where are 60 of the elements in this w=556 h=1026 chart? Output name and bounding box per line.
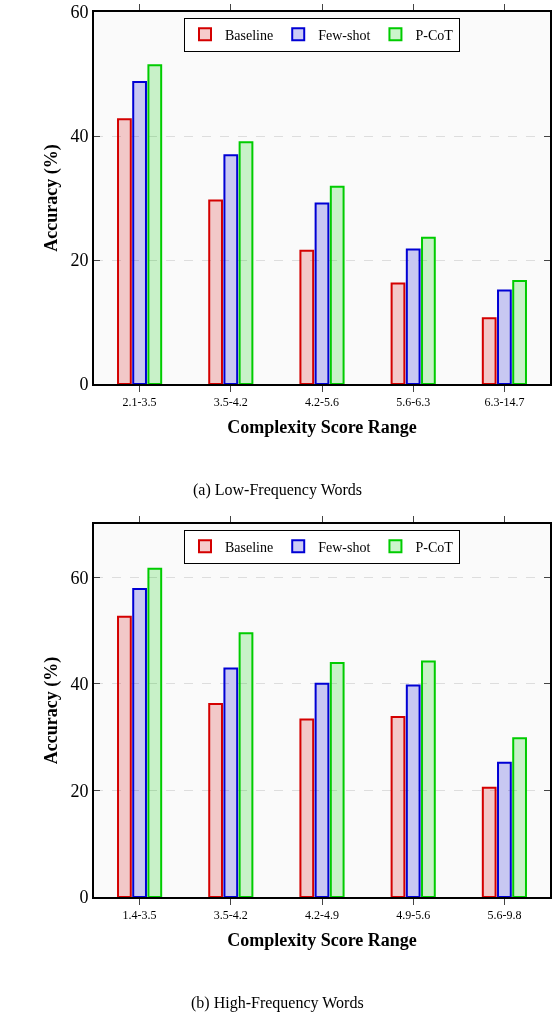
bar — [512, 737, 527, 897]
text: (a) Low-Frequency Words — [193, 481, 363, 499]
bar — [329, 185, 345, 384]
bar — [314, 202, 330, 384]
bar — [208, 703, 223, 897]
y-tick-label: 20 — [70, 780, 89, 801]
bar — [481, 317, 497, 384]
bar — [329, 662, 345, 897]
legend-label: Few-shot — [318, 27, 371, 43]
bar — [512, 280, 527, 384]
y-tick-label: 20 — [70, 250, 89, 271]
legend-label: P-CoT — [415, 27, 454, 43]
x-axis-title: Complexity Score Range — [227, 930, 417, 950]
bar — [390, 715, 406, 897]
bar — [390, 282, 406, 384]
x-tick-label: 5.6-9.8 — [487, 908, 522, 923]
bar — [405, 248, 421, 384]
bar — [299, 718, 315, 897]
x-axis-title: Complexity Score Range — [227, 417, 417, 437]
bar — [223, 154, 239, 384]
y-tick-label: 0 — [79, 374, 89, 395]
legend-label: Baseline — [225, 539, 274, 555]
bar — [421, 236, 436, 384]
legend-label: P-CoT — [415, 539, 454, 555]
bar — [147, 567, 163, 897]
x-tick-label: 1.4-3.5 — [122, 908, 157, 923]
y-axis-title: Accuracy (%) — [41, 656, 63, 765]
bar — [117, 615, 132, 897]
bar — [405, 684, 421, 897]
bar — [481, 786, 497, 897]
bar — [147, 64, 163, 384]
y-tick-label: 0 — [79, 887, 89, 908]
bar — [314, 682, 330, 897]
bar — [299, 249, 315, 384]
y-tick-label: 60 — [70, 2, 89, 23]
y-axis-title: Accuracy (%) — [41, 144, 63, 252]
text: (b) High-Frequency Words — [191, 994, 364, 1012]
bar — [132, 81, 147, 384]
x-tick-label: 3.5-4.2 — [213, 908, 248, 923]
x-tick-label: 5.6-6.3 — [396, 395, 431, 410]
bar — [238, 632, 254, 897]
x-tick-label: 4.9-5.6 — [396, 908, 431, 923]
bar — [132, 588, 147, 897]
bar — [497, 761, 512, 897]
x-tick-label: 6.3-14.7 — [484, 395, 525, 410]
bar — [223, 667, 239, 897]
legend-label: Few-shot — [318, 539, 371, 555]
x-tick-label: 4.2-4.9 — [305, 908, 339, 923]
y-tick-label: 40 — [70, 126, 89, 147]
y-tick-label: 40 — [70, 674, 89, 695]
legend-label: Baseline — [225, 27, 274, 43]
y-tick-label: 60 — [70, 567, 89, 588]
bar — [208, 199, 223, 384]
x-tick-label: 3.5-4.2 — [213, 395, 248, 410]
x-tick-label: 2.1-3.5 — [122, 395, 157, 410]
x-tick-label: 4.2-5.6 — [305, 395, 339, 410]
bar — [117, 118, 132, 384]
bar — [238, 141, 254, 384]
bar — [421, 660, 436, 897]
bar — [497, 289, 512, 384]
